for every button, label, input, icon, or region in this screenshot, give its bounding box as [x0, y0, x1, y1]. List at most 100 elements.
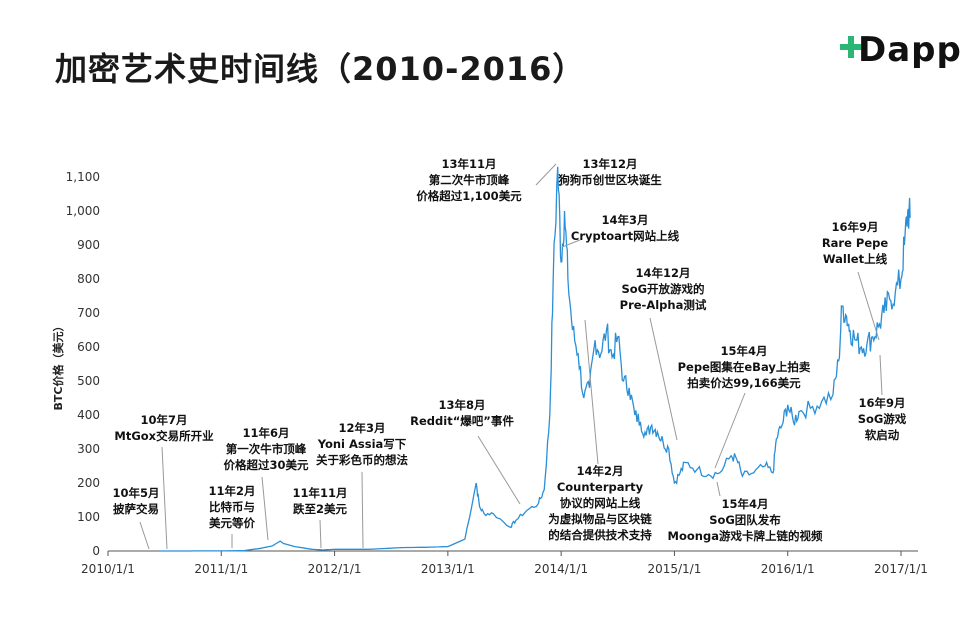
annotation-pointer-line	[649, 317, 678, 441]
annotation: 14年3月 Cryptoart网站上线	[561, 213, 680, 248]
annotation: 15年4月 SoG团队发布 Moonga游戏卡牌上链的视频	[668, 481, 823, 543]
annotation-text: SoG开放游戏的	[621, 282, 704, 296]
annotation-text: 12年3月	[338, 421, 385, 435]
price-line-group	[159, 166, 911, 552]
annotation-pointer-line	[361, 471, 364, 549]
annotation-text: 跌至2美元	[293, 502, 348, 516]
annotation-text: 13年8月	[438, 398, 485, 412]
annotation-text: 10年7月	[140, 413, 187, 427]
x-tick-label: 2014/1/1	[534, 562, 588, 576]
x-tick-label: 2015/1/1	[647, 562, 701, 576]
annotation-pointer-line	[477, 435, 521, 505]
annotation-text: 美元等价	[209, 516, 255, 530]
annotation-text: 关于彩色币的想法	[316, 453, 408, 467]
annotation-text: Pre-Alpha测试	[620, 298, 707, 312]
y-tick-label: 600	[77, 340, 100, 354]
x-tick-label: 2010/1/1	[81, 562, 135, 576]
annotation-text: SoG游戏	[858, 412, 907, 426]
annotation-text: 15年4月	[721, 497, 768, 511]
annotation-text: 比特币与	[209, 500, 255, 514]
annotation-text: 11年6月	[242, 426, 289, 440]
annotation-text: 拍卖价达99,166美元	[687, 376, 801, 390]
annotation-text: 第一次牛市顶峰	[226, 442, 307, 456]
annotation-pointer-line	[319, 519, 322, 549]
annotation: 10年7月 MtGox交易所开业	[114, 413, 214, 550]
annotation-text: 的结合提供技术支持	[548, 528, 652, 542]
annotation-text: Wallet上线	[823, 252, 888, 266]
annotation-text: Pepe图集在eBay上拍卖	[678, 360, 811, 374]
annotation-pointer-line	[559, 174, 579, 187]
y-axis-label-group: BTC价格（美元）	[51, 321, 65, 411]
annotation-text: Reddit“爆吧”事件	[410, 414, 514, 428]
annotation-text: 为虚拟物品与区块链	[548, 512, 652, 526]
x-tick-label: 2011/1/1	[194, 562, 248, 576]
annotation-text: Rare Pepe	[822, 236, 889, 250]
annotation-text: 协议的网站上线	[560, 496, 641, 510]
annotation-text: Moonga游戏卡牌上链的视频	[668, 529, 823, 543]
dapp-logo: Dapp	[840, 26, 960, 76]
x-tick-label: 2017/1/1	[874, 562, 928, 576]
annotation-text: 11年11月	[292, 486, 347, 500]
y-tick-label: 800	[77, 272, 100, 286]
chart-axes: 0 100 200 300 400 500 600 700 800 900 1,000 1,100 20…	[66, 170, 928, 576]
y-tick-label: 300	[77, 442, 100, 456]
annotation-text: 13年11月	[441, 157, 496, 171]
annotation-pointer-line	[714, 392, 746, 469]
annotation-text: Cryptoart网站上线	[571, 229, 680, 243]
annotation-text: 披萨交易	[113, 502, 159, 516]
annotation-text: 15年4月	[720, 344, 767, 358]
y-tick-label: 900	[77, 238, 100, 252]
annotation-text: 13年12月	[582, 157, 637, 171]
annotation-text: 第二次牛市顶峰	[429, 173, 510, 187]
annotations-group: 10年5月披萨交易10年7月MtGox交易所开业11年2月比特币与美元等价11年…	[112, 157, 907, 550]
annotation-text: 11年2月	[208, 484, 255, 498]
annotation-pointer-line	[161, 446, 168, 550]
annotation-pointer-line	[561, 239, 581, 248]
annotation: 14年12月 SoG开放游戏的 Pre-Alpha测试	[620, 266, 707, 441]
annotation-text: 软启动	[865, 428, 900, 442]
annotation-text: 16年9月	[831, 220, 878, 234]
annotation-pointer-line	[139, 521, 150, 550]
btc-price-series-line	[159, 166, 911, 552]
annotation: 13年8月 Reddit“爆吧”事件	[410, 398, 521, 505]
annotation-text: 价格超过1,100美元	[416, 189, 522, 203]
logo-text: Dapp	[858, 30, 960, 70]
y-tick-label: 1,000	[66, 204, 100, 218]
annotation: 16年9月 Rare Pepe Wallet上线	[822, 220, 889, 341]
annotation: 14年2月 Counterparty 协议的网站上线为虚拟物品与区块链的结合提供技术…	[548, 319, 652, 542]
annotation-pointer-line	[535, 163, 557, 186]
x-tick-label: 2012/1/1	[308, 562, 362, 576]
x-tick-label: 2013/1/1	[421, 562, 475, 576]
logo-accent-bar-vertical	[848, 36, 854, 58]
annotation-text: 14年2月	[576, 464, 623, 478]
annotation-text: 价格超过30美元	[223, 458, 309, 472]
y-tick-label: 500	[77, 374, 100, 388]
y-tick-label: 100	[77, 510, 100, 524]
annotation-pointer-line	[584, 319, 599, 465]
y-tick-label: 200	[77, 476, 100, 490]
page-title: 加密艺术史时间线（2010-2016）	[55, 50, 586, 88]
y-tick-label: 0	[92, 544, 100, 558]
annotation-text: 狗狗币创世区块诞生	[557, 173, 662, 187]
annotation-text: 14年12月	[635, 266, 690, 280]
y-axis-label: BTC价格（美元）	[51, 321, 65, 411]
annotation-text: MtGox交易所开业	[114, 429, 214, 443]
annotation-text: Counterparty	[557, 480, 644, 494]
annotation-text: SoG团队发布	[709, 513, 781, 527]
annotation-text: 10年5月	[112, 486, 159, 500]
x-tick-label: 2016/1/1	[761, 562, 815, 576]
annotation-pointer-line	[261, 476, 269, 541]
annotation-pointer-line	[857, 271, 880, 341]
annotation-pointer-line	[879, 354, 883, 396]
y-tick-label: 1,100	[66, 170, 100, 184]
annotation-pointer-line	[716, 481, 721, 497]
annotation-text: 16年9月	[858, 396, 905, 410]
annotation-text: 14年3月	[601, 213, 648, 227]
